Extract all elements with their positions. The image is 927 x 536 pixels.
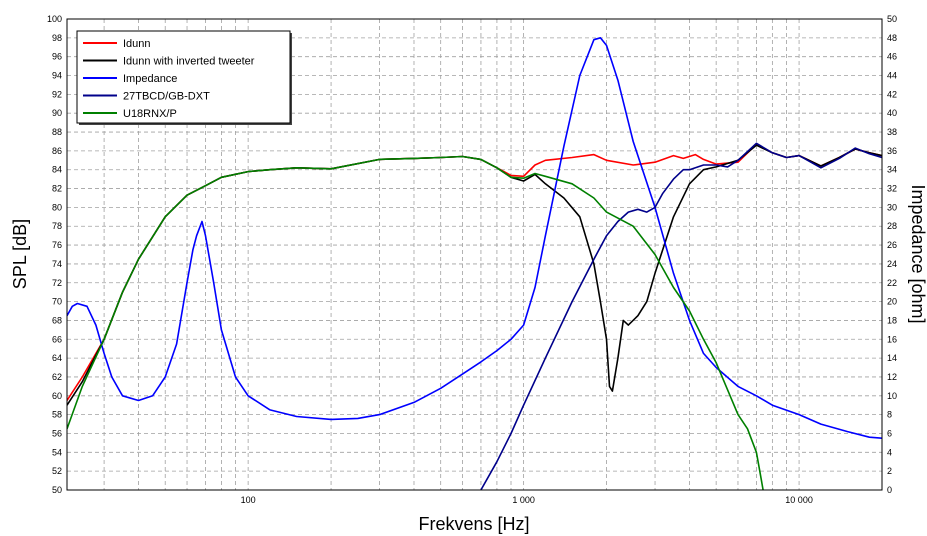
series-line-2 [67,37,882,439]
x-tick-label: 100 [241,495,256,505]
y2-tick-label: 24 [887,259,897,269]
y2-tick-label: 22 [887,278,897,288]
y-tick-label: 80 [52,202,62,212]
y-tick-label: 78 [52,221,62,231]
y2-tick-label: 14 [887,353,897,363]
y-tick-label: 100 [47,14,62,24]
y2-tick-label: 0 [887,485,892,495]
y2-tick-label: 36 [887,146,897,156]
y-tick-label: 94 [52,71,62,81]
y-tick-label: 68 [52,315,62,325]
y2-tick-label: 34 [887,165,897,175]
plot-frame [66,18,883,491]
x-tick-label: 10 000 [785,495,813,505]
y2-tick-label: 4 [887,447,892,457]
y-tick-label: 96 [52,52,62,62]
y2-tick-label: 10 [887,391,897,401]
y2-tick-label: 12 [887,372,897,382]
y-tick-label: 82 [52,184,62,194]
x-tick-label: 1 000 [512,495,535,505]
legend-entry: U18RNX/P [123,108,177,120]
grid [67,19,882,490]
y-tick-label: 88 [52,127,62,137]
y2-tick-label: 2 [887,466,892,476]
y-axis-title: SPL [dB] [10,219,30,289]
y2-tick-label: 50 [887,14,897,24]
y2-tick-label: 8 [887,410,892,420]
y2-tick-label: 38 [887,127,897,137]
legend-entry: 27TBCD/GB-DXT [123,91,210,103]
y2-tick-label: 42 [887,89,897,99]
y-tick-label: 66 [52,334,62,344]
y2-tick-label: 40 [887,108,897,118]
y-tick-label: 60 [52,391,62,401]
y-tick-label: 58 [52,410,62,420]
y-tick-label: 92 [52,89,62,99]
y-tick-label: 84 [52,165,62,175]
legend-entry: Impedance [123,73,177,85]
series-line-3 [480,142,882,490]
tick-labels: 5052545658606264666870727476788082848688… [47,14,897,505]
y2-tick-label: 32 [887,184,897,194]
x-axis-title: Frekvens [Hz] [418,514,529,534]
y2-tick-label: 20 [887,297,897,307]
y2-tick-label: 46 [887,52,897,62]
y-tick-label: 76 [52,240,62,250]
y2-tick-label: 16 [887,334,897,344]
y2-tick-label: 44 [887,71,897,81]
legend-entry: Idunn [123,38,151,50]
y-tick-label: 50 [52,485,62,495]
y-tick-label: 72 [52,278,62,288]
y-tick-label: 56 [52,428,62,438]
y-tick-label: 62 [52,372,62,382]
y-tick-label: 86 [52,146,62,156]
y-tick-label: 52 [52,466,62,476]
y-tick-label: 54 [52,447,62,457]
y2-tick-label: 26 [887,240,897,250]
y2-tick-label: 30 [887,202,897,212]
legend-entry: Idunn with inverted tweeter [123,56,255,68]
series-line-4 [67,155,764,490]
y2-axis-title: Impedance [ohm] [908,184,927,323]
y-tick-label: 90 [52,108,62,118]
y2-tick-label: 18 [887,315,897,325]
y-tick-label: 64 [52,353,62,363]
y-tick-label: 98 [52,33,62,43]
y-tick-label: 70 [52,297,62,307]
y-tick-label: 74 [52,259,62,269]
legend: Idunn Idunn with inverted tweeter Impedanc… [76,30,292,125]
y2-tick-label: 6 [887,428,892,438]
y2-tick-label: 28 [887,221,897,231]
series-group [67,37,882,490]
y2-tick-label: 48 [887,33,897,43]
